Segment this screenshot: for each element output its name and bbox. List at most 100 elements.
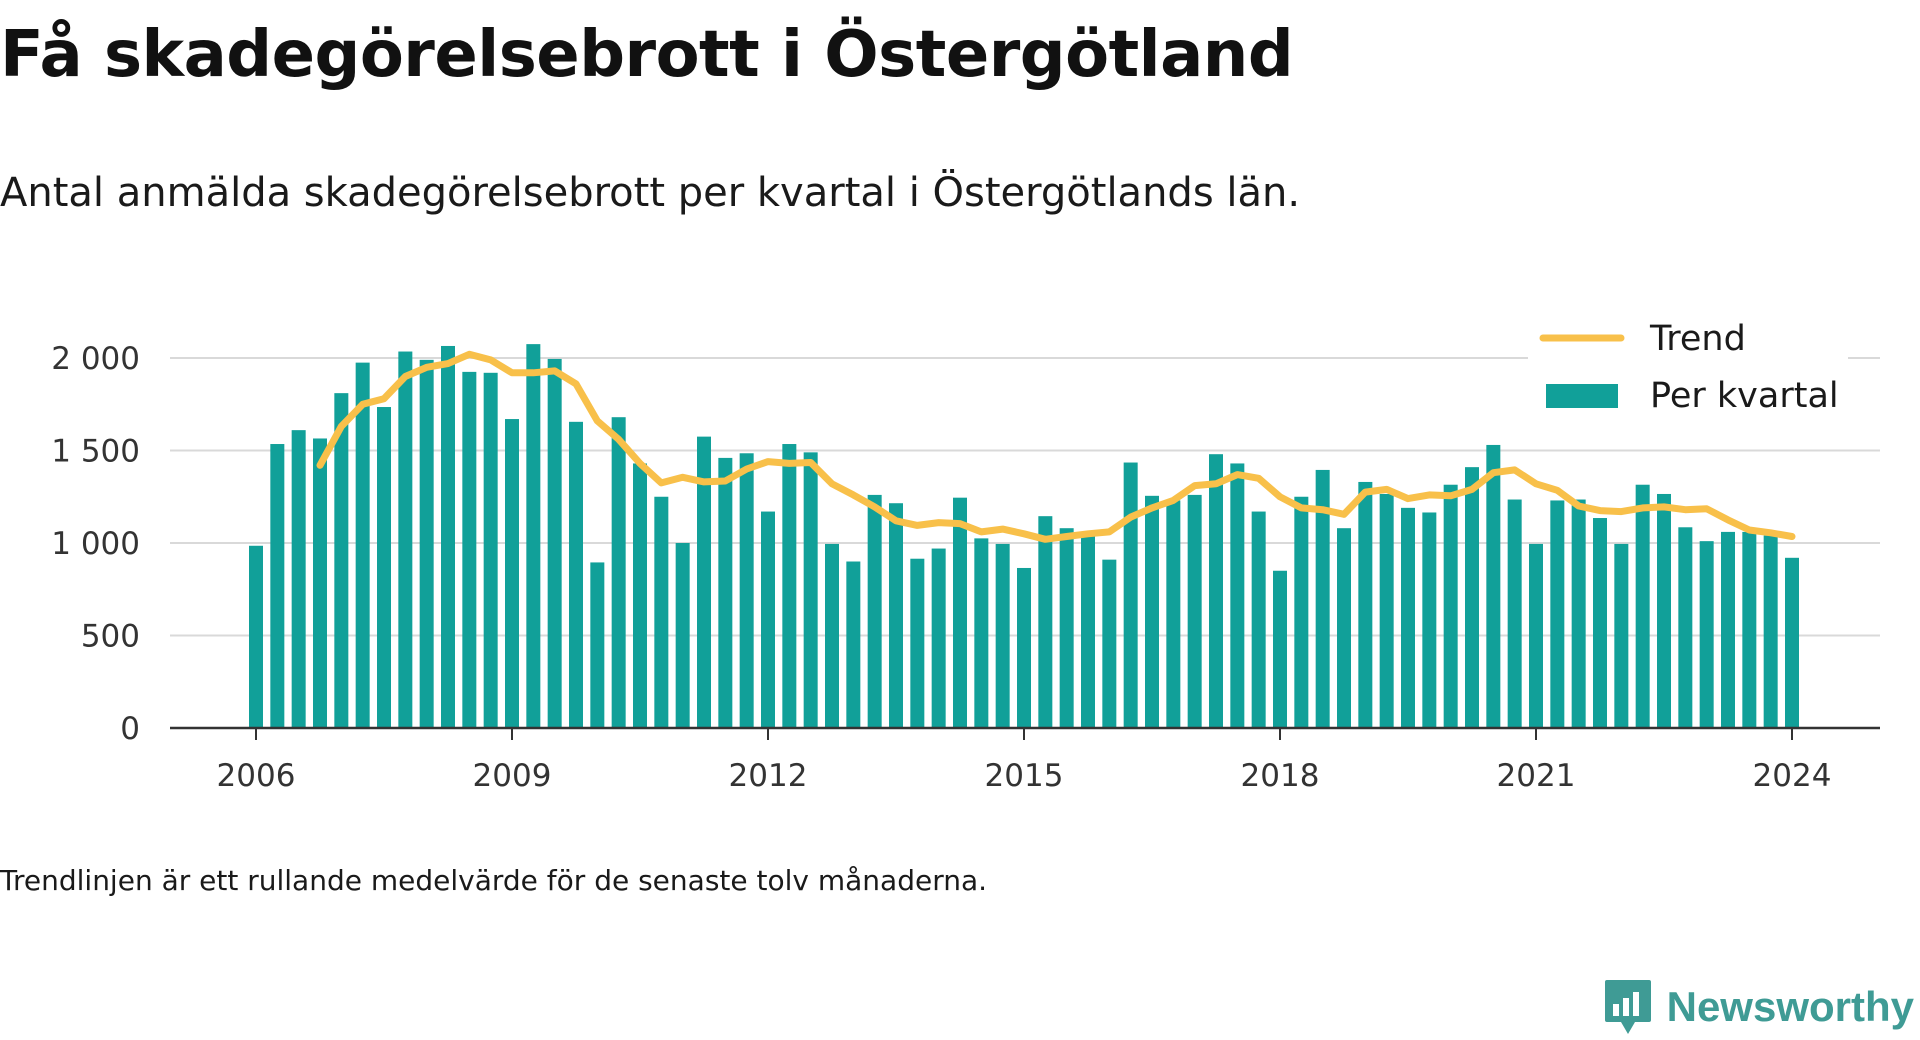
bar-layer xyxy=(249,344,1799,728)
bar xyxy=(483,372,498,728)
bar xyxy=(1059,528,1074,728)
trend-line xyxy=(316,350,1796,543)
bar xyxy=(1145,495,1159,728)
bar xyxy=(1166,500,1181,728)
bar xyxy=(1571,499,1586,728)
bar xyxy=(825,543,839,728)
bar xyxy=(846,561,861,728)
bar xyxy=(1273,570,1287,728)
x-tick-label: 2012 xyxy=(729,758,808,794)
bar xyxy=(547,358,562,728)
bar xyxy=(1635,484,1650,728)
bar xyxy=(462,371,477,728)
bar xyxy=(1337,528,1351,728)
bar xyxy=(1209,454,1223,728)
bar xyxy=(697,436,711,728)
chart-area: 0 500 1 000 1 500 2 000 2006 2009 2012 2015 2018 2… xyxy=(51,314,1880,794)
bar xyxy=(569,421,583,728)
legend-trend-label: Trend xyxy=(1649,319,1746,359)
bar xyxy=(355,362,370,728)
bar xyxy=(995,543,1010,728)
bar xyxy=(1507,499,1522,728)
bar xyxy=(1486,444,1501,728)
bar xyxy=(1315,469,1330,728)
legend-bar-label: Per kvartal xyxy=(1650,376,1839,416)
bar xyxy=(1763,535,1778,728)
x-tick-label: 2021 xyxy=(1497,758,1576,794)
y-tick-label: 2 000 xyxy=(51,341,140,377)
bar xyxy=(1593,518,1607,728)
bar xyxy=(974,538,989,728)
x-tick-label: 2009 xyxy=(473,758,552,794)
y-tick-label: 500 xyxy=(81,619,140,655)
bar xyxy=(1401,507,1415,728)
bar xyxy=(1678,527,1693,728)
bar xyxy=(1785,557,1799,728)
bar xyxy=(590,562,605,728)
bar xyxy=(1102,559,1117,728)
bar xyxy=(675,543,690,728)
bar xyxy=(1379,493,1394,728)
bar xyxy=(249,545,263,728)
x-tick-label: 2006 xyxy=(217,758,296,794)
bar xyxy=(931,548,946,728)
bar xyxy=(1081,534,1095,728)
bar xyxy=(1465,467,1479,728)
bar xyxy=(1230,463,1245,728)
bar xyxy=(313,438,327,728)
bar xyxy=(1550,500,1565,728)
bar xyxy=(1657,493,1671,728)
bar xyxy=(910,558,925,728)
y-tick-label: 1 000 xyxy=(51,526,140,562)
x-tick-label: 2015 xyxy=(985,758,1064,794)
bar xyxy=(398,351,413,728)
bar xyxy=(377,407,391,728)
bar xyxy=(1443,484,1458,728)
x-tick-label: 2018 xyxy=(1241,758,1320,794)
bar xyxy=(953,497,967,728)
bar xyxy=(1017,567,1031,728)
bar xyxy=(803,452,818,728)
bar xyxy=(270,444,285,728)
bar xyxy=(761,511,775,728)
bar xyxy=(633,463,647,728)
bar xyxy=(1742,531,1757,728)
bar xyxy=(1614,543,1629,728)
legend-bar-swatch xyxy=(1546,384,1618,408)
bar xyxy=(505,419,519,728)
bar xyxy=(526,344,541,728)
bar xyxy=(1187,494,1202,728)
chart-title: Få skadegörelsebrott i Östergötland xyxy=(0,18,1294,92)
bar xyxy=(1123,462,1138,728)
axis-layer: 0 500 1 000 1 500 2 000 2006 2009 2012 2015 2018 2… xyxy=(51,341,1880,794)
bar xyxy=(419,359,434,728)
bar xyxy=(1529,543,1543,728)
bar xyxy=(1294,496,1309,728)
bar xyxy=(1422,512,1437,728)
bar xyxy=(889,503,903,728)
bar xyxy=(1251,511,1266,728)
bar xyxy=(1699,541,1714,728)
bar xyxy=(334,393,349,728)
bar xyxy=(654,496,669,728)
bar xyxy=(739,453,754,728)
bar xyxy=(782,444,797,728)
legend: Trend Per kvartal xyxy=(1528,314,1848,416)
newsworthy-logo-icon xyxy=(1604,980,1651,1034)
bar xyxy=(1038,516,1053,728)
bar xyxy=(1358,481,1373,728)
brand-logo: Newsworthy xyxy=(1603,978,1914,1036)
bar xyxy=(291,430,306,728)
y-tick-label: 1 500 xyxy=(51,434,140,470)
bar xyxy=(611,417,626,728)
bar xyxy=(718,457,733,728)
trend-line-layer xyxy=(316,350,1796,543)
footnote: Trendlinjen är ett rullande medelvärde f… xyxy=(0,864,988,897)
bar xyxy=(441,345,455,728)
chart-subtitle: Antal anmälda skadegörelsebrott per kvar… xyxy=(0,170,1301,216)
x-tick-label: 2024 xyxy=(1753,758,1832,794)
brand-name: Newsworthy xyxy=(1666,983,1914,1030)
bar xyxy=(867,494,882,728)
bar xyxy=(1721,531,1735,728)
y-tick-label: 0 xyxy=(120,711,140,747)
